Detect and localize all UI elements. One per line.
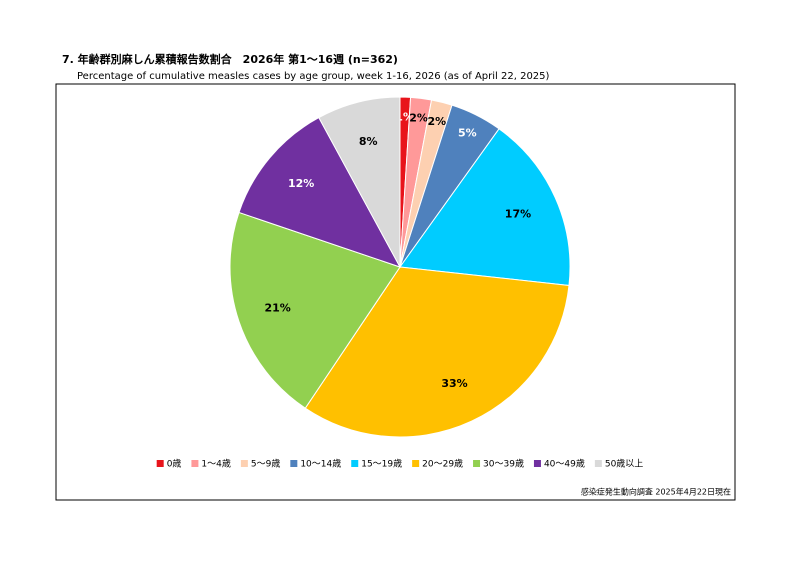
legend-swatch [351, 460, 359, 467]
pie-slice [229, 211, 401, 409]
pie-slice [399, 128, 571, 287]
legend-label: 50歳以上 [605, 458, 643, 470]
legend-label: 30～39歳 [483, 458, 524, 470]
data-label: 33% [441, 377, 467, 390]
plot-frame [55, 83, 736, 501]
data-label: 2% [427, 115, 446, 128]
legend-label: 20～29歳 [422, 458, 463, 470]
legend-swatch [191, 460, 199, 467]
legend-swatch [533, 460, 541, 467]
chart-subtitle: Percentage of cumulative measles cases b… [77, 71, 550, 82]
legend-swatch [240, 460, 248, 467]
legend-label: 15～19歳 [361, 458, 402, 470]
source-note: 感染症発生動向調査 2025年4月22日現在 [581, 487, 731, 497]
data-label: 2% [409, 112, 428, 125]
legend-label: 40～49歳 [544, 458, 585, 470]
legend-label: 5～9歳 [251, 458, 280, 470]
data-label: 5% [458, 126, 477, 139]
legend-swatch [473, 460, 481, 467]
legend-label: 1～4歳 [201, 458, 230, 470]
legend-label: 0歳 [167, 458, 182, 470]
pie-slice [304, 266, 570, 438]
data-label: 17% [505, 207, 531, 220]
legend-swatch [412, 460, 420, 467]
legend-label: 10～14歳 [300, 458, 341, 470]
legend-swatch [290, 460, 298, 467]
legend-swatch [594, 460, 602, 467]
pie-slice [318, 96, 401, 268]
data-label: 12% [288, 177, 314, 190]
data-label: 8% [359, 135, 378, 148]
legend-swatch [156, 460, 164, 467]
data-label: 21% [264, 301, 290, 314]
chart-title: 7. 年齢群別麻しん累積報告数割合 2026年 第1～16週 (n=362) [62, 52, 398, 66]
pie-slice [238, 116, 402, 268]
